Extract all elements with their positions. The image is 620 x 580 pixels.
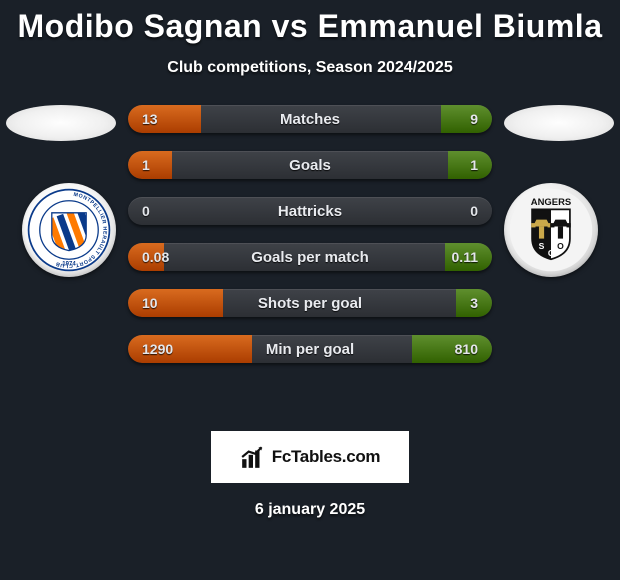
subtitle: Club competitions, Season 2024/2025 — [0, 59, 620, 77]
stat-row: 0Hattricks0 — [128, 197, 492, 225]
brand-chart-icon — [240, 444, 266, 470]
stat-bars: 13Matches9 1Goals1 0Hattricks0 0.08Goals pe… — [128, 105, 492, 381]
player-photo-right — [504, 105, 614, 141]
page-title: Modibo Sagnan vs Emmanuel Biumla — [0, 0, 620, 45]
angers-crest: ANGERS S C O — [504, 183, 598, 277]
svg-text:S: S — [539, 241, 545, 251]
stat-value-right: 0.11 — [438, 249, 478, 265]
montpellier-crest-icon: MONTPELLIER HERAULT SPORT CLUB 1974 — [26, 187, 112, 273]
stat-row: 1Goals1 — [128, 151, 492, 179]
montpellier-crest: MONTPELLIER HERAULT SPORT CLUB 1974 — [22, 183, 116, 277]
player-photo-left — [6, 105, 116, 141]
stat-row: 10Shots per goal3 — [128, 289, 492, 317]
svg-text:O: O — [557, 241, 564, 251]
comparison-stage: MONTPELLIER HERAULT SPORT CLUB 1974 ANGE… — [0, 105, 620, 425]
angers-crest-icon: ANGERS S C O — [508, 187, 594, 273]
stat-value-right: 0 — [438, 203, 478, 219]
brand-text: FcTables.com — [272, 447, 381, 467]
stat-value-right: 9 — [438, 111, 478, 127]
stat-value-right: 1 — [438, 157, 478, 173]
stat-row: 13Matches9 — [128, 105, 492, 133]
stat-row: 0.08Goals per match0.11 — [128, 243, 492, 271]
stat-value-right: 3 — [438, 295, 478, 311]
svg-text:ANGERS: ANGERS — [531, 197, 571, 208]
svg-text:1974: 1974 — [62, 261, 76, 267]
stat-row: 1290Min per goal810 — [128, 335, 492, 363]
svg-text:C: C — [548, 248, 554, 258]
stat-value-right: 810 — [438, 341, 478, 357]
date-label: 6 january 2025 — [0, 501, 620, 519]
brand-badge: FcTables.com — [211, 431, 409, 483]
